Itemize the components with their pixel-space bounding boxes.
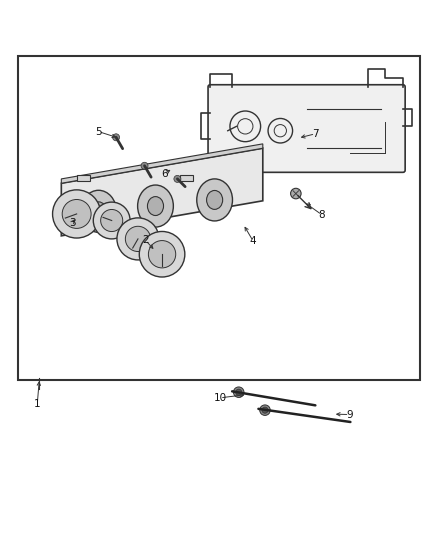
Text: 3: 3	[69, 217, 76, 228]
Bar	[18, 56, 420, 381]
Circle shape	[262, 407, 268, 413]
Ellipse shape	[139, 231, 185, 277]
Ellipse shape	[62, 199, 91, 229]
Circle shape	[260, 405, 270, 415]
Circle shape	[233, 387, 244, 398]
Ellipse shape	[117, 218, 159, 260]
Circle shape	[174, 175, 181, 182]
Ellipse shape	[91, 202, 106, 221]
Text: 9: 9	[346, 409, 353, 419]
Polygon shape	[61, 148, 263, 236]
Ellipse shape	[125, 227, 151, 252]
Bar	[180, 175, 193, 181]
Ellipse shape	[197, 179, 233, 221]
Text: 1: 1	[34, 399, 41, 409]
Text: 4: 4	[250, 236, 257, 246]
Ellipse shape	[53, 190, 101, 238]
Circle shape	[290, 188, 301, 199]
Ellipse shape	[138, 185, 173, 227]
Ellipse shape	[93, 202, 130, 239]
Ellipse shape	[81, 190, 117, 232]
Text: 2: 2	[142, 235, 149, 245]
Bar	[77, 175, 90, 181]
Circle shape	[113, 134, 120, 141]
Ellipse shape	[148, 197, 163, 215]
Ellipse shape	[148, 240, 176, 268]
Text: 10: 10	[213, 393, 226, 403]
Text: 6: 6	[161, 168, 168, 179]
Polygon shape	[61, 144, 263, 183]
Ellipse shape	[207, 190, 223, 209]
FancyBboxPatch shape	[208, 85, 405, 172]
Ellipse shape	[101, 209, 123, 231]
Text: 7: 7	[312, 129, 319, 139]
Circle shape	[236, 389, 242, 395]
Text: 5: 5	[95, 127, 102, 136]
Circle shape	[141, 162, 148, 169]
Text: 8: 8	[318, 210, 325, 220]
